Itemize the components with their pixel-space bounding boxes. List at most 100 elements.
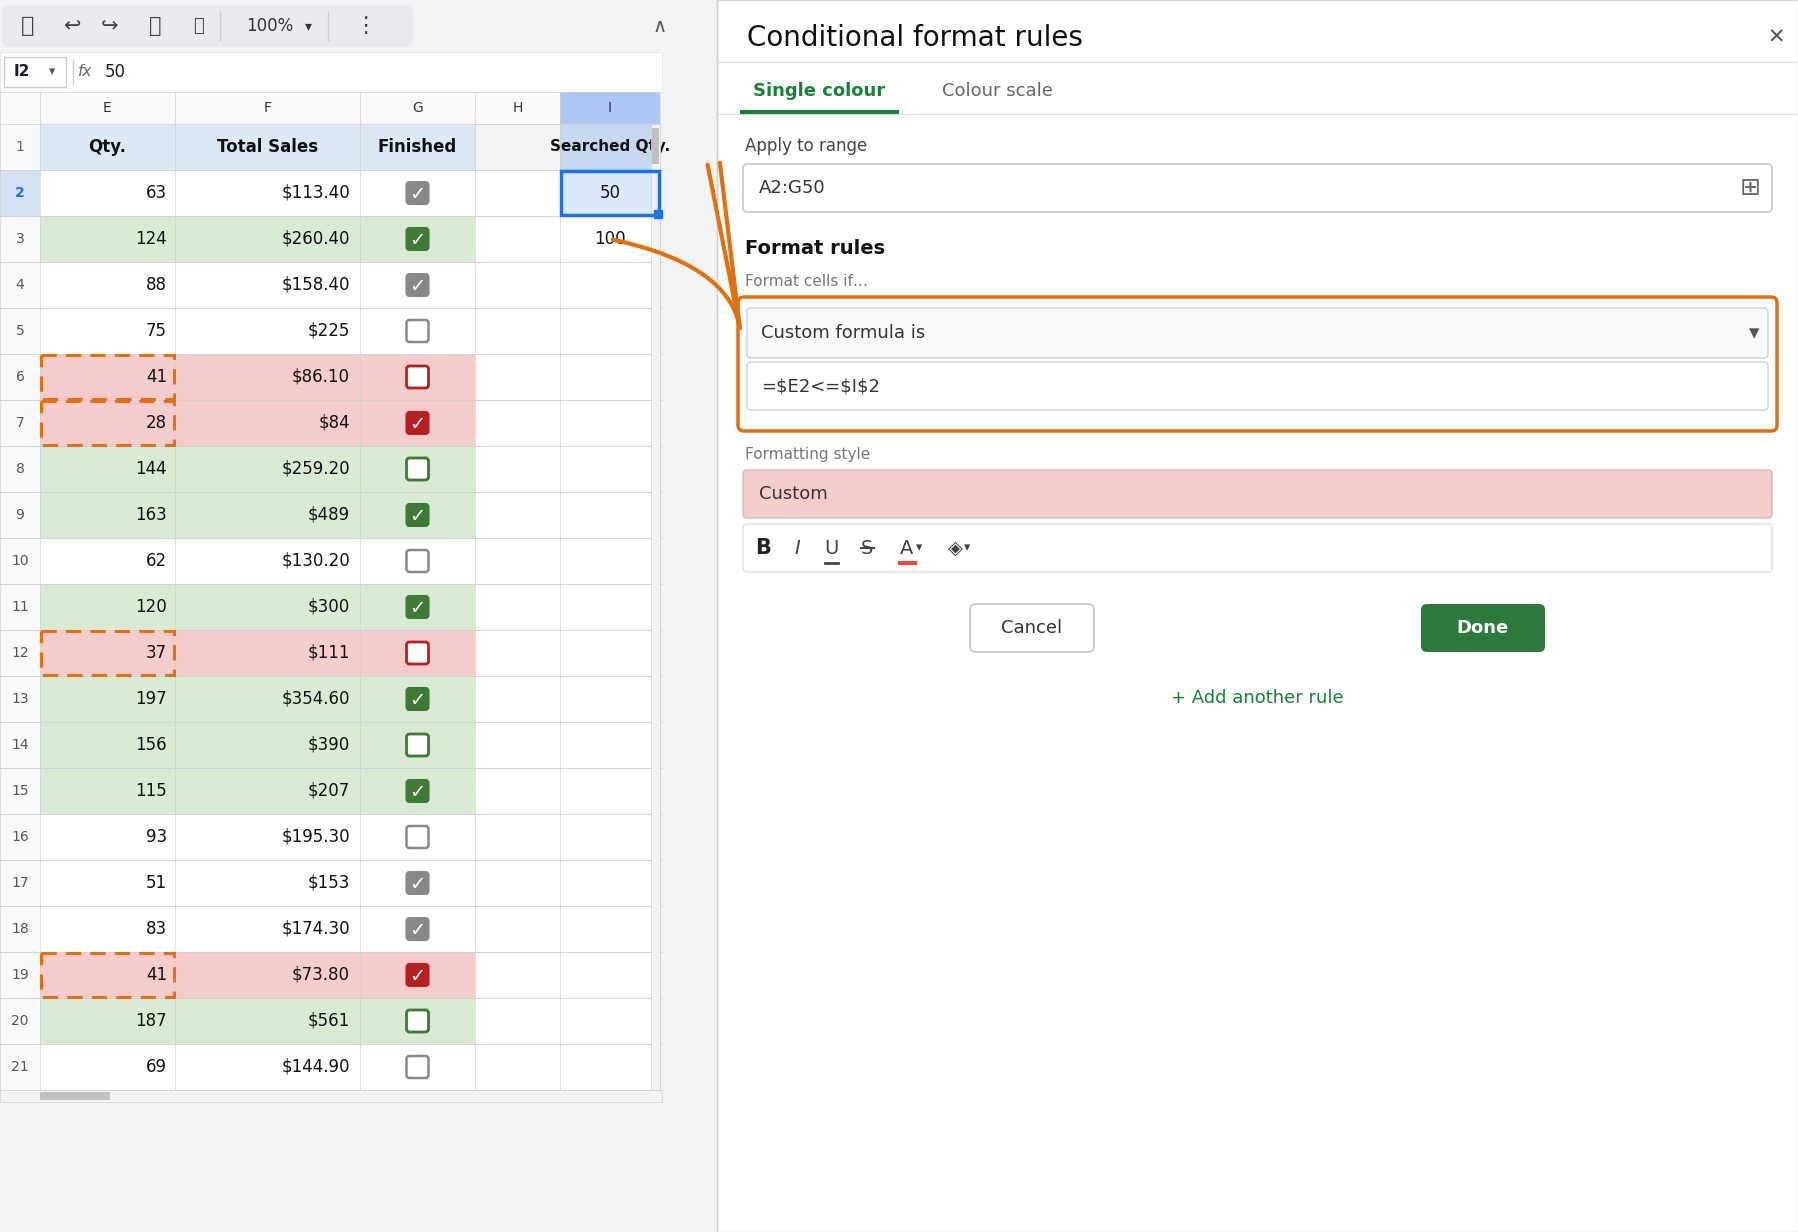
Text: ✓: ✓ — [410, 966, 426, 986]
Bar — [174, 906, 360, 952]
Text: 69: 69 — [146, 1058, 167, 1076]
Bar — [0, 308, 40, 354]
FancyBboxPatch shape — [406, 596, 428, 618]
Text: $390: $390 — [307, 736, 351, 754]
Text: 1: 1 — [16, 140, 25, 154]
Text: I: I — [608, 101, 611, 115]
FancyBboxPatch shape — [746, 362, 1767, 410]
FancyBboxPatch shape — [406, 1010, 428, 1032]
Bar — [0, 354, 40, 400]
Text: 4: 4 — [16, 278, 25, 292]
Text: Single colour: Single colour — [753, 83, 886, 100]
Bar — [360, 584, 475, 630]
Bar — [40, 1092, 110, 1100]
Bar — [475, 676, 559, 722]
Bar — [0, 262, 40, 308]
Bar — [559, 124, 660, 170]
Bar — [40, 262, 174, 308]
Bar — [174, 814, 360, 860]
Text: $153: $153 — [307, 873, 351, 892]
Text: $195.30: $195.30 — [280, 828, 351, 846]
Bar — [559, 1044, 660, 1090]
Text: ↩: ↩ — [63, 16, 81, 36]
Bar — [174, 952, 360, 998]
Bar — [360, 538, 475, 584]
Bar — [360, 446, 475, 492]
Bar — [475, 1044, 559, 1090]
Bar — [360, 170, 475, 216]
Text: I2: I2 — [14, 64, 31, 80]
Bar — [360, 492, 475, 538]
Bar — [40, 170, 174, 216]
Bar — [475, 492, 559, 538]
Text: 16: 16 — [11, 830, 29, 844]
Bar — [174, 1044, 360, 1090]
Bar — [475, 308, 559, 354]
Bar — [360, 814, 475, 860]
FancyBboxPatch shape — [406, 734, 428, 756]
Bar — [40, 354, 174, 400]
Text: 88: 88 — [146, 276, 167, 294]
Text: 17: 17 — [11, 876, 29, 890]
Text: 50: 50 — [104, 63, 126, 81]
Text: $111: $111 — [307, 644, 351, 662]
Text: Custom: Custom — [759, 485, 827, 503]
Bar — [0, 52, 662, 92]
Text: Qty.: Qty. — [88, 138, 126, 156]
Text: ⌕: ⌕ — [22, 16, 34, 36]
Text: 12: 12 — [11, 646, 29, 660]
FancyBboxPatch shape — [406, 642, 428, 664]
Bar — [559, 400, 660, 446]
Bar — [559, 768, 660, 814]
Text: 124: 124 — [135, 230, 167, 248]
Text: fx: fx — [77, 64, 92, 80]
Bar — [559, 170, 660, 216]
FancyBboxPatch shape — [746, 308, 1767, 359]
FancyBboxPatch shape — [406, 274, 428, 296]
Bar — [0, 216, 40, 262]
Text: 14: 14 — [11, 738, 29, 752]
Text: ✓: ✓ — [410, 690, 426, 710]
Text: 8: 8 — [16, 462, 25, 476]
Bar — [559, 308, 660, 354]
Text: I: I — [795, 538, 800, 558]
FancyBboxPatch shape — [2, 5, 414, 47]
Text: 18: 18 — [11, 922, 29, 936]
FancyBboxPatch shape — [406, 458, 428, 480]
Text: ✓: ✓ — [410, 599, 426, 617]
Text: Total Sales: Total Sales — [218, 138, 318, 156]
Text: 120: 120 — [135, 598, 167, 616]
FancyBboxPatch shape — [406, 411, 428, 434]
Text: Finished: Finished — [378, 138, 457, 156]
Text: =$E2<=$I$2: =$E2<=$I$2 — [761, 377, 879, 395]
FancyBboxPatch shape — [406, 825, 428, 848]
Text: ✓: ✓ — [410, 276, 426, 296]
Text: 100: 100 — [593, 230, 626, 248]
Bar — [559, 92, 660, 124]
Text: 63: 63 — [146, 184, 167, 202]
Bar — [0, 584, 40, 630]
Bar — [559, 584, 660, 630]
Text: ▾: ▾ — [1749, 323, 1758, 342]
Text: 115: 115 — [135, 782, 167, 800]
Text: ✓: ✓ — [410, 230, 426, 250]
Bar — [0, 170, 40, 216]
Bar — [360, 768, 475, 814]
Bar — [475, 998, 559, 1044]
Bar — [360, 1044, 475, 1090]
Bar — [0, 492, 40, 538]
Bar — [40, 584, 174, 630]
Text: ∧: ∧ — [653, 16, 667, 36]
Bar — [0, 1101, 662, 1232]
Text: 144: 144 — [135, 460, 167, 478]
Text: 163: 163 — [135, 506, 167, 524]
Bar — [40, 1044, 174, 1090]
FancyBboxPatch shape — [743, 164, 1773, 212]
Bar — [475, 630, 559, 676]
Bar — [559, 998, 660, 1044]
Bar — [174, 446, 360, 492]
Bar — [360, 998, 475, 1044]
Text: $259.20: $259.20 — [280, 460, 351, 478]
Text: ✓: ✓ — [410, 920, 426, 940]
Text: Format rules: Format rules — [744, 239, 885, 257]
